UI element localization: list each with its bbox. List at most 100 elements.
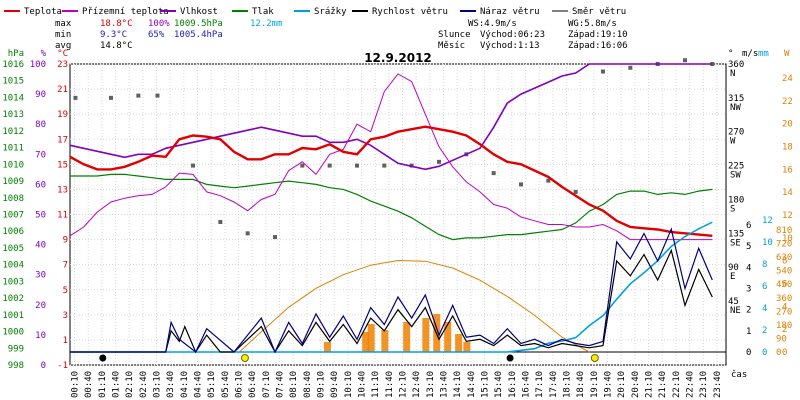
time-tick-8: 04:10	[180, 371, 190, 398]
dir-axis-dir-1: NW	[730, 103, 741, 113]
time-tick-26: 13:10	[426, 371, 436, 398]
temp-axis-tick-10: 3	[63, 311, 68, 321]
w-axis-tick-7: 10	[782, 234, 793, 244]
time-tick-15: 07:40	[276, 371, 286, 398]
w-axis-tick-8: 8	[782, 257, 787, 267]
temp-axis-label: °C	[57, 49, 68, 59]
time-tick-10: 05:10	[207, 371, 217, 398]
dir-axis-deg-7: 45	[728, 297, 739, 307]
time-tick-4: 02:10	[125, 371, 135, 398]
ms-axis-label: m/s	[742, 49, 758, 59]
w-axis-tick-11: 2	[782, 325, 787, 335]
w-axis-tick-1: 22	[782, 97, 793, 107]
legend: Teplota Přízemní teplota Vlhkost Tlak Srážky…	[4, 7, 626, 17]
time-tick-32: 16:10	[508, 371, 518, 398]
series-layer	[69, 58, 715, 362]
series-humidity	[69, 63, 713, 171]
pct-axis-tick-9: 10	[35, 331, 46, 341]
hpa-axis-tick-9: 1007	[2, 211, 24, 221]
dir-axis-dir-0: N	[730, 69, 735, 79]
stats-block: max min avg 18.8°C 100% 1009.5hPa 12.2mm…	[55, 19, 628, 51]
hpa-axis-tick-6: 1010	[2, 160, 24, 170]
time-tick-12: 06:10	[235, 371, 245, 398]
w-axis-tick-4: 16	[782, 165, 793, 175]
time-tick-5: 02:40	[139, 371, 149, 398]
legend-label-7: Směr větru	[572, 7, 626, 17]
ms-axis-tick-0: 6	[746, 221, 751, 231]
temp-axis-tick-4: 15	[57, 160, 68, 170]
hpa-axis-tick-2: 1014	[2, 93, 24, 103]
stats-wg: WG:5.8m/s	[568, 19, 617, 29]
axes: 1016101510141013101210111010100910081007…	[2, 49, 793, 398]
pct-axis-tick-3: 70	[35, 150, 46, 160]
temp-axis-tick-0: 23	[57, 60, 68, 70]
dir-axis-deg-1: 315	[728, 94, 744, 104]
time-tick-16: 08:10	[289, 371, 299, 398]
time-tick-14: 07:10	[262, 371, 272, 398]
temp-axis-tick-6: 11	[57, 211, 68, 221]
time-tick-36: 18:10	[563, 371, 573, 398]
sun-rise: Východ:06:23	[480, 30, 545, 40]
wind-dir-mark-15	[491, 171, 496, 176]
legend-label-5: Rychlost větru	[372, 7, 448, 17]
stats-min-humidity: 65%	[148, 30, 165, 40]
time-tick-19: 09:40	[330, 371, 340, 398]
dir-axis-deg-0: 360	[728, 60, 744, 70]
wind-dir-mark-16	[519, 182, 523, 187]
time-tick-21: 10:40	[358, 371, 368, 398]
stats-min-temp: 9.3°C	[100, 30, 127, 40]
wmm-axis-tick-0: 810	[776, 226, 792, 236]
w-axis-tick-10: 4	[782, 302, 787, 312]
temp-axis-tick-8: 7	[63, 261, 68, 271]
temp-axis-tick-3: 17	[57, 135, 68, 145]
hpa-axis-tick-17: 999	[8, 344, 24, 354]
wind-dir-mark-13	[437, 159, 441, 164]
time-tick-20: 10:10	[344, 371, 354, 398]
wind-dir-mark-11	[382, 163, 387, 168]
wmm-axis-tick-2: 630	[776, 253, 792, 263]
time-tick-13: 06:40	[248, 371, 258, 398]
legend-label-6: Náraz větru	[480, 7, 540, 17]
wind-dir-mark-3	[155, 93, 160, 98]
temp-axis-tick-11: 1	[63, 336, 68, 346]
dir-axis-deg-6: 90	[728, 263, 739, 273]
wind-dir-mark-8	[300, 163, 305, 168]
time-tick-3: 01:40	[112, 371, 122, 398]
hpa-axis-tick-7: 1009	[2, 177, 24, 187]
time-tick-31: 15:40	[494, 371, 504, 398]
w-axis-tick-6: 12	[782, 211, 793, 221]
dir-axis-deg-5: 135	[728, 229, 744, 239]
time-tick-34: 17:10	[535, 371, 545, 398]
wind-dir-mark-9	[327, 163, 332, 168]
moon-marker-1	[506, 354, 514, 362]
time-tick-17: 08:40	[303, 371, 313, 398]
stats-min-label: min	[55, 30, 71, 40]
temp-axis-tick-5: 13	[57, 185, 68, 195]
time-tick-25: 12:40	[412, 371, 422, 398]
pct-axis-tick-1: 90	[35, 90, 46, 100]
mm-axis-tick-2: 8	[762, 260, 767, 270]
wind-dir-mark-1	[109, 95, 113, 100]
ms-axis-tick-6: 0	[746, 348, 751, 358]
w-axis-tick-0: 24	[782, 74, 793, 84]
wind-dir-mark-0	[73, 95, 78, 100]
sun-label: Slunce	[438, 30, 471, 40]
ms-axis-tick-2: 4	[746, 263, 751, 273]
stats-max-temp: 18.8°C	[100, 19, 133, 29]
legend-label-4: Srážky	[314, 7, 347, 17]
stats-max-label: max	[55, 19, 72, 29]
time-tick-47: 23:40	[713, 371, 723, 398]
temp-axis-tick-7: 9	[63, 236, 68, 246]
orange-block-2	[367, 324, 375, 352]
hpa-axis-tick-16: 1000	[2, 328, 24, 338]
legend-label-2: Vlhkost	[180, 7, 218, 17]
sun-set: Západ:19:10	[568, 30, 628, 40]
sun-marker-0	[240, 354, 249, 362]
dir-axis-dir-2: W	[730, 137, 736, 147]
hpa-axis-tick-12: 1004	[2, 261, 24, 271]
time-tick-27: 13:40	[440, 371, 450, 398]
time-tick-30: 15:10	[481, 371, 491, 398]
sun-marker-1	[590, 354, 599, 362]
